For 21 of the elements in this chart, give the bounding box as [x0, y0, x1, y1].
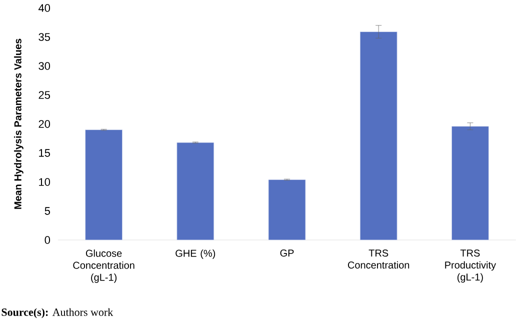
x-tick-label: GHE (%)	[176, 250, 216, 259]
y-tick-label: 15	[39, 149, 50, 157]
x-tick-label: Glucose Concentration (gL-1)	[73, 250, 134, 283]
bar	[451, 126, 489, 240]
bar	[176, 142, 214, 240]
bar	[85, 130, 123, 240]
x-tick-label: TRS Concentration	[348, 250, 410, 269]
y-tick-label: 25	[38, 91, 50, 99]
y-tick-label: 35	[38, 33, 50, 41]
y-tick-label: 5	[44, 207, 50, 215]
bar	[360, 32, 398, 240]
y-tick-label: 0	[44, 236, 50, 244]
bar	[268, 179, 306, 240]
x-tick-label: GP	[280, 250, 294, 257]
y-tick-label: 30	[38, 62, 50, 70]
text: Source(s): Authors work	[2, 308, 114, 318]
y-axis-title: Mean Hydrolysis Parameters Values	[14, 38, 24, 209]
y-tick-label: 40	[38, 4, 50, 12]
y-tick-label: 20	[38, 120, 50, 128]
y-tick-label: 10	[39, 178, 50, 186]
x-tick-label: TRS Productivity (gL-1)	[445, 250, 496, 283]
